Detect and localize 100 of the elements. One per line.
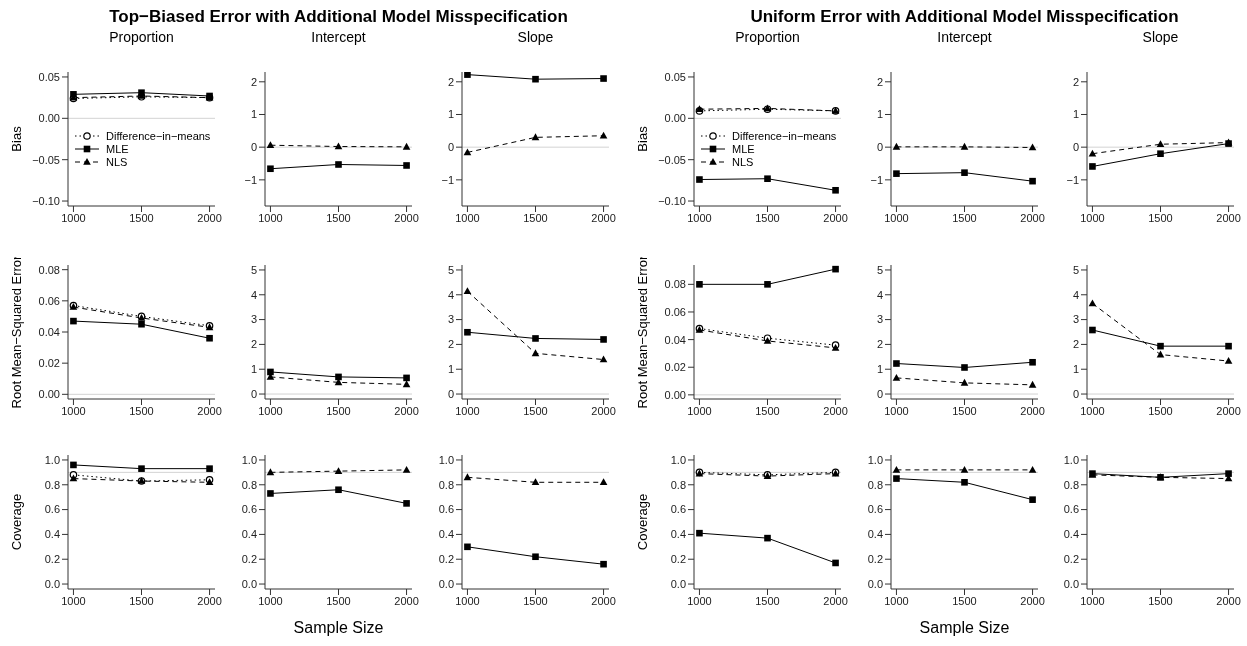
x-tick-label: 2000 (1020, 211, 1045, 224)
y-axis-title: Coverage (634, 493, 650, 551)
y-tick-label: 2 (1072, 75, 1079, 88)
x-tick-label: 1500 (952, 594, 977, 607)
x-tick-label: 1500 (1148, 594, 1173, 607)
x-tick-label: 1500 (952, 211, 977, 224)
x-tick-label: 1500 (1148, 404, 1173, 417)
legend-label: NLS (106, 155, 128, 169)
y-tick-label: 0.8 (670, 478, 686, 491)
y-tick-label: 1 (447, 108, 454, 121)
y-axis-title: Bias (634, 125, 650, 152)
y-tick-label: 1.0 (44, 453, 60, 466)
y-tick-label: 0.6 (241, 503, 257, 516)
y-tick-label: 0.8 (241, 478, 257, 491)
y-tick-label: 2 (447, 338, 454, 351)
y-tick-label: 2 (876, 338, 883, 351)
y-axis-title: Bias (8, 125, 24, 152)
chart-subtitle: Slope (517, 29, 554, 45)
y-tick-label: 0.05 (664, 70, 686, 83)
y-tick-label: −0.10 (32, 194, 60, 207)
x-tick-label: 1500 (1148, 211, 1173, 224)
y-tick-label: 0.0 (438, 577, 454, 590)
y-tick-label: 1.0 (241, 453, 257, 466)
y-tick-label: 2 (447, 75, 454, 88)
y-tick-label: 5 (1072, 263, 1079, 276)
chart-title: Uniform Error with Additional Model Misspecification (750, 7, 1179, 27)
y-tick-label: 5 (876, 263, 883, 276)
y-tick-label: −1 (1066, 173, 1079, 186)
y-tick-label: 0.08 (38, 263, 60, 276)
y-tick-label: −0.05 (658, 153, 686, 166)
y-tick-label: 1 (1072, 108, 1079, 121)
x-tick-label: 1500 (129, 211, 154, 224)
chart-title: Top−Biased Error with Additional Model Misspecification (109, 7, 568, 27)
x-tick-label: 1000 (1080, 211, 1105, 224)
y-tick-label: 0.4 (438, 528, 454, 541)
x-tick-label: 2000 (394, 404, 419, 417)
y-tick-label: 0.6 (670, 503, 686, 516)
y-tick-label: 0.6 (1063, 503, 1079, 516)
x-tick-label: 2000 (591, 211, 616, 224)
y-tick-label: 0 (1072, 387, 1079, 400)
y-tick-label: 1 (447, 363, 454, 376)
x-tick-label: 1500 (129, 594, 154, 607)
legend-label: MLE (732, 142, 755, 156)
x-tick-label: 2000 (197, 594, 222, 607)
x-tick-label: 1000 (61, 211, 86, 224)
y-tick-label: 0 (250, 141, 257, 154)
y-tick-label: 5 (447, 263, 454, 276)
y-tick-label: 0.6 (867, 503, 883, 516)
x-tick-label: 2000 (823, 404, 848, 417)
legend-label: Difference−in−means (106, 129, 211, 143)
x-axis-title: Sample Size (919, 619, 1010, 637)
y-tick-label: 0.4 (670, 528, 686, 541)
x-tick-label: 2000 (197, 211, 222, 224)
chart-subtitle: Intercept (937, 29, 992, 45)
y-tick-label: 0.2 (1063, 553, 1079, 566)
y-axis-title: Coverage (8, 493, 24, 551)
x-tick-label: 1500 (523, 404, 548, 417)
x-tick-label: 1500 (755, 404, 780, 417)
y-tick-label: 0.6 (438, 503, 454, 516)
y-tick-label: −1 (870, 173, 883, 186)
x-tick-label: 1000 (687, 211, 712, 224)
y-tick-label: 1 (876, 363, 883, 376)
y-tick-label: 0.4 (1063, 528, 1079, 541)
y-tick-label: 0 (876, 387, 883, 400)
y-tick-label: 3 (447, 313, 454, 326)
x-tick-label: 1000 (258, 594, 283, 607)
y-tick-label: 0.06 (38, 294, 60, 307)
chart-subtitle: Slope (1142, 29, 1179, 45)
y-tick-label: 0.8 (438, 478, 454, 491)
y-tick-label: 0.6 (44, 503, 60, 516)
x-tick-label: 1000 (61, 594, 86, 607)
x-tick-label: 1000 (61, 404, 86, 417)
y-tick-label: 0 (447, 387, 454, 400)
y-tick-label: 4 (250, 288, 257, 301)
legend-label: NLS (732, 155, 754, 169)
x-tick-label: 2000 (1216, 594, 1241, 607)
y-tick-label: 0 (447, 141, 454, 154)
chart-subtitle: Proportion (735, 29, 800, 45)
y-tick-label: 1.0 (670, 453, 686, 466)
x-tick-label: 2000 (1216, 404, 1241, 417)
x-tick-label: 2000 (394, 211, 419, 224)
y-tick-label: 2 (876, 75, 883, 88)
y-tick-label: 0.0 (44, 577, 60, 590)
y-tick-label: 1.0 (867, 453, 883, 466)
y-tick-label: 0.0 (1063, 577, 1079, 590)
y-tick-label: 3 (876, 313, 883, 326)
y-tick-label: 0.02 (664, 361, 686, 374)
chart-subtitle: Intercept (311, 29, 366, 45)
x-tick-label: 1000 (884, 211, 909, 224)
y-tick-label: −1 (441, 173, 454, 186)
y-tick-label: 0.0 (867, 577, 883, 590)
y-tick-label: 0.00 (664, 112, 686, 125)
y-tick-label: 0.06 (664, 305, 686, 318)
legend-label: MLE (106, 142, 129, 156)
x-tick-label: 1000 (258, 404, 283, 417)
x-tick-label: 1500 (129, 404, 154, 417)
x-tick-label: 2000 (394, 594, 419, 607)
x-axis-title: Sample Size (293, 619, 384, 637)
y-tick-label: 0.02 (38, 357, 60, 370)
x-tick-label: 2000 (1020, 594, 1045, 607)
